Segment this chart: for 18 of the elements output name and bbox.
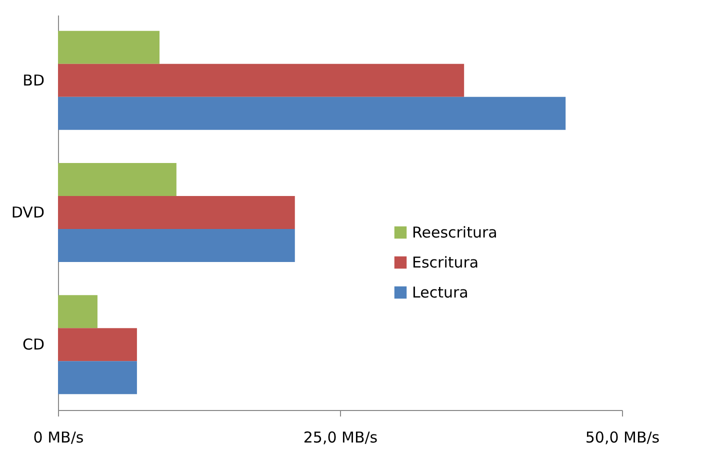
bar: [58, 229, 295, 262]
x-tick-label: 50,0 MB/s: [585, 428, 660, 446]
bar: [58, 196, 295, 230]
bar: [58, 361, 137, 394]
bar: [58, 96, 566, 130]
legend-label: Lectura: [412, 284, 468, 302]
bar: [58, 64, 464, 97]
legend-label: Reescritura: [412, 224, 498, 242]
bar: [58, 30, 160, 64]
x-tick-label: 25,0 MB/s: [303, 428, 378, 446]
bar: [58, 328, 137, 362]
y-tick-label: CD: [22, 336, 44, 354]
legend-label: Escritura: [412, 254, 479, 272]
bar: [58, 295, 98, 328]
y-tick-label: DVD: [11, 204, 44, 222]
x-tick-label: 0 MB/s: [33, 428, 84, 446]
bar: [58, 162, 176, 196]
y-tick-label: BD: [22, 71, 44, 90]
